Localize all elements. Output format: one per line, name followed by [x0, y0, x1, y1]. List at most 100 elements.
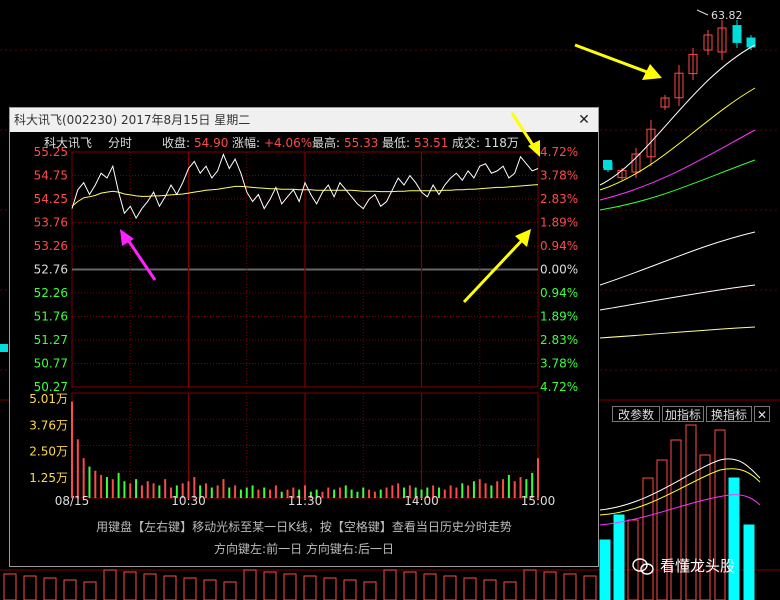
ma-line [599, 326, 756, 339]
indicator-close-button[interactable]: ✕ [754, 406, 770, 422]
volume-ma-line [599, 468, 761, 516]
price-tick-label: 51.76 [34, 310, 68, 324]
bg-volume-bar [83, 581, 97, 600]
candle-body [688, 53, 698, 75]
percent-tick-label: 4.72% [540, 145, 578, 159]
percent-tick-label: 0.94% [540, 286, 578, 300]
bg-volume-bar [283, 573, 297, 600]
bg-volume-bar [243, 569, 257, 600]
popup-title: 科大讯飞(002230) 2017年8月15日 星期二 [14, 113, 251, 127]
close-value: 54.90 [194, 136, 229, 150]
bg-volume-bar [403, 571, 417, 600]
price-line [71, 153, 539, 220]
bg-volume-bar [123, 571, 137, 600]
price-tick-label: 54.25 [34, 192, 68, 206]
percent-tick-label: 0.00% [540, 263, 578, 277]
bg-volume-bar [599, 539, 611, 600]
candle-body [603, 160, 612, 168]
bg-volume-bar [714, 429, 726, 600]
bg-volume-bar [163, 575, 177, 600]
ma-line [599, 129, 756, 201]
keyboard-hint-line1: 用键盘【左右键】移动光标至某一日K线，按【空格键】查看当日历史分时走势 [96, 520, 512, 534]
percent-tick-label: 4.72% [540, 380, 578, 394]
volume-ma-line [599, 494, 761, 526]
bg-volume-bar [728, 477, 740, 600]
bg-volume-bar [343, 579, 357, 600]
candle-body [631, 153, 641, 173]
bg-volume-bar [563, 573, 577, 600]
time-tick-label: 15:00 [521, 494, 556, 508]
volume-tick-label: 3.76万 [29, 418, 68, 432]
bg-volume-bar [223, 581, 237, 600]
change-label: 涨幅: [232, 136, 261, 150]
price-tick-label: 51.27 [34, 333, 68, 347]
intraday-history-popup: 55.25 54.75 54.25 53.76 53.26 52.76 52.26 51.76… [9, 107, 599, 567]
volume-tick-label: 5.01万 [29, 392, 68, 406]
add-indicator-button[interactable]: 加指标 [662, 406, 704, 422]
price-axis-labels: 55.25 54.75 54.25 53.76 53.26 52.76 52.26 51.76… [34, 145, 68, 394]
ma-line [599, 231, 756, 286]
volume-label: 成交: [452, 136, 481, 150]
time-tick-label: 08/15 [55, 494, 90, 508]
bg-volume-bar [583, 575, 597, 600]
bg-volume-bar [23, 575, 37, 600]
percent-tick-label: 3.78% [540, 169, 578, 183]
high-value: 55.33 [344, 136, 379, 150]
popup-close-button[interactable]: ✕ [576, 112, 592, 128]
keyboard-hint-line2: 方向键左:前一日 方向键右:后一日 [214, 542, 394, 556]
price-tick-label: 50.77 [34, 357, 68, 371]
price-tick-label: 50.27 [34, 380, 68, 394]
bg-volume-bar [363, 581, 377, 600]
kline-volume-bars [3, 424, 761, 600]
watermark-text: 看懂龙头股 [660, 557, 736, 575]
popup-title-bar[interactable]: 科大讯飞(002230) 2017年8月15日 星期二 ✕ [10, 108, 598, 132]
volume-ma-line [599, 458, 761, 511]
bg-volume-bar [699, 454, 711, 600]
bg-volume-bar [323, 577, 337, 600]
bg-volume-bar [423, 573, 437, 600]
price-tick-label: 53.76 [34, 216, 68, 230]
price-tick-label: 52.76 [34, 263, 68, 277]
time-axis-labels: 08/15 10:30 11:30 14:00 15:00 [55, 494, 556, 508]
volume-tick-label: 1.25万 [29, 471, 68, 485]
percent-tick-label: 1.89% [540, 310, 578, 324]
bg-volume-bar [656, 459, 668, 600]
volume-axis-labels: 5.01万 3.76万 2.50万 1.25万 [29, 392, 68, 485]
bg-volume-bar [103, 569, 117, 600]
close-icon: ✕ [578, 112, 590, 128]
ma-line [599, 159, 756, 211]
candle-body [646, 128, 656, 158]
price-tick-label: 53.26 [34, 239, 68, 253]
intraday-grid [71, 151, 539, 499]
bg-volume-bar [613, 514, 625, 600]
moving-average-lines [599, 44, 756, 339]
low-value: 53.51 [414, 136, 449, 150]
modify-params-button[interactable]: 改参数 [612, 406, 660, 422]
switch-indicator-button[interactable]: 换指标 [706, 406, 752, 422]
bg-volume-bar [523, 569, 537, 600]
percent-tick-label: 0.94% [540, 239, 578, 253]
bg-volume-bar [383, 569, 397, 600]
intraday-lines [71, 153, 539, 220]
ma-line [599, 284, 756, 311]
time-tick-label: 10:30 [171, 494, 206, 508]
bg-volume-bar [543, 571, 557, 600]
bg-volume-bar [3, 573, 17, 600]
bg-volume-bar [203, 579, 217, 600]
percent-tick-label: 2.83% [540, 333, 578, 347]
bg-volume-bar [483, 579, 497, 600]
bg-volume-bar [443, 575, 457, 600]
watermark: 看懂龙头股 [632, 555, 735, 576]
volume-tick-label: 2.50万 [29, 445, 68, 459]
bg-volume-bar [263, 571, 277, 600]
low-label: 最低: [382, 136, 411, 150]
percent-tick-label: 3.78% [540, 357, 578, 371]
chart-mode: 分时 [108, 136, 133, 150]
close-label: 收盘: [162, 136, 191, 150]
candle-body [732, 25, 742, 43]
bg-volume-bar [503, 581, 517, 600]
candle-body [660, 97, 670, 108]
bg-volume-bar [670, 439, 682, 600]
candle-body [0, 344, 8, 352]
time-tick-label: 11:30 [288, 494, 323, 508]
